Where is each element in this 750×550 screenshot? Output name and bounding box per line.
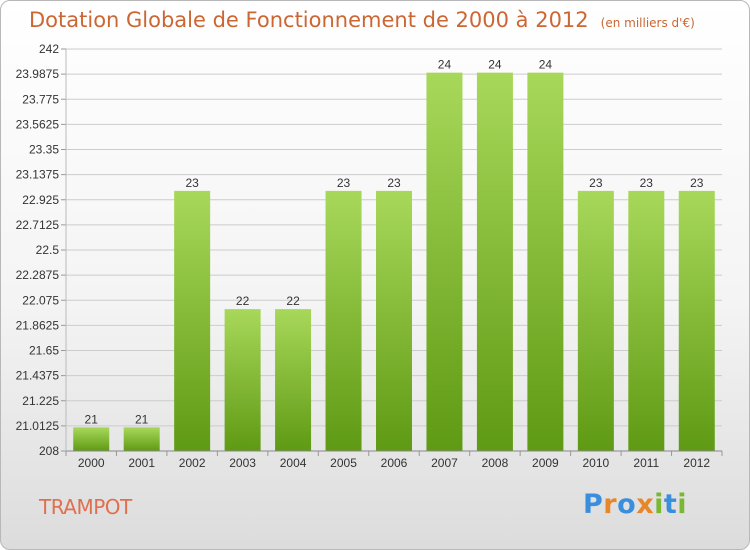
data-label-2010: 23 [589,176,603,190]
y-axis-ticks: 242 23.9875 23.775 23.5625 23.35 23.1375 22.92… [16,42,66,458]
x-tick-label: 2006 [381,456,408,470]
bar-2012 [678,190,715,451]
bars [73,72,715,451]
bar-2006 [376,190,412,451]
y-tick-label: 21.65 [29,344,59,358]
proxiti-logo[interactable]: Proxiti [583,489,687,520]
x-tick-label: 2005 [330,456,357,470]
y-tick-label: 22.075 [22,293,59,307]
y-tick-label: 242 [39,42,59,56]
bar-2005 [325,190,362,451]
data-label-2000: 21 [85,412,99,426]
y-tick-label: 22.5 [36,243,60,257]
bar-2004 [275,309,312,451]
data-labels: 21 21 23 22 22 23 23 24 24 24 23 23 23 [85,58,704,427]
commune-name: TRAMPOT [39,495,132,519]
data-label-2008: 24 [488,58,502,72]
y-tick-label: 21.225 [22,394,59,408]
bar-2007 [426,72,463,451]
x-tick-label: 2000 [78,456,105,470]
bar-2011 [628,190,665,451]
chart-title: Dotation Globale de Fonctionnement de 20… [29,8,695,32]
y-tick-label: 23.1375 [16,168,60,182]
data-label-2004: 22 [286,294,300,308]
logo-letter: t [663,489,678,520]
data-label-2009: 24 [539,58,553,72]
data-label-2011: 23 [640,176,654,190]
x-tick-label: 2001 [128,456,155,470]
y-tick-label: 21.4375 [16,369,60,383]
y-tick-label: 22.7125 [16,218,60,232]
y-tick-label: 23.775 [22,92,59,106]
y-tick-label: 21.0125 [16,419,60,433]
x-tick-label: 2003 [229,456,256,470]
data-label-2007: 24 [438,58,452,72]
logo-letter: P [583,489,604,520]
data-label-2001: 21 [135,412,149,426]
logo-letter: x [636,489,655,520]
x-tick-label: 2007 [431,456,458,470]
y-tick-label: 23.5625 [16,117,60,131]
x-tick-label: 2004 [280,456,307,470]
y-tick-label: 208 [39,444,59,458]
data-label-2002: 23 [185,176,199,190]
x-tick-label: 2010 [582,456,609,470]
chart-subtitle: (en milliers d'€) [600,16,695,30]
x-tick-label: 2012 [683,456,710,470]
data-label-2005: 23 [337,176,351,190]
data-label-2003: 22 [236,294,250,308]
bar-2008 [476,72,513,451]
bar-2001 [123,427,160,451]
y-tick-label: 22.925 [22,193,59,207]
logo-letter: r [603,489,618,520]
data-label-2012: 23 [690,176,704,190]
chart-title-text: Dotation Globale de Fonctionnement de 20… [29,8,589,32]
x-axis-ticks: 2000 2001 2002 2003 2004 2005 2006 2007 2008 2009… [65,451,723,470]
y-tick-label: 23.9875 [16,67,60,81]
y-tick-label: 22.2875 [16,268,60,282]
data-label-2006: 23 [387,176,401,190]
bar-2009 [527,72,564,451]
logo-letter: i [677,489,688,520]
bar-2000 [73,427,110,451]
logo-letter: i [654,489,664,520]
y-tick-label: 23.35 [29,143,59,157]
x-tick-label: 2009 [532,456,559,470]
logo-letter: o [617,489,637,520]
x-tick-label: 2002 [179,456,206,470]
bar-2010 [577,190,614,451]
y-tick-label: 21.8625 [16,318,60,332]
bar-2002 [174,190,211,451]
x-tick-label: 2011 [633,456,659,470]
x-tick-label: 2008 [482,456,509,470]
bar-2003 [224,309,261,451]
